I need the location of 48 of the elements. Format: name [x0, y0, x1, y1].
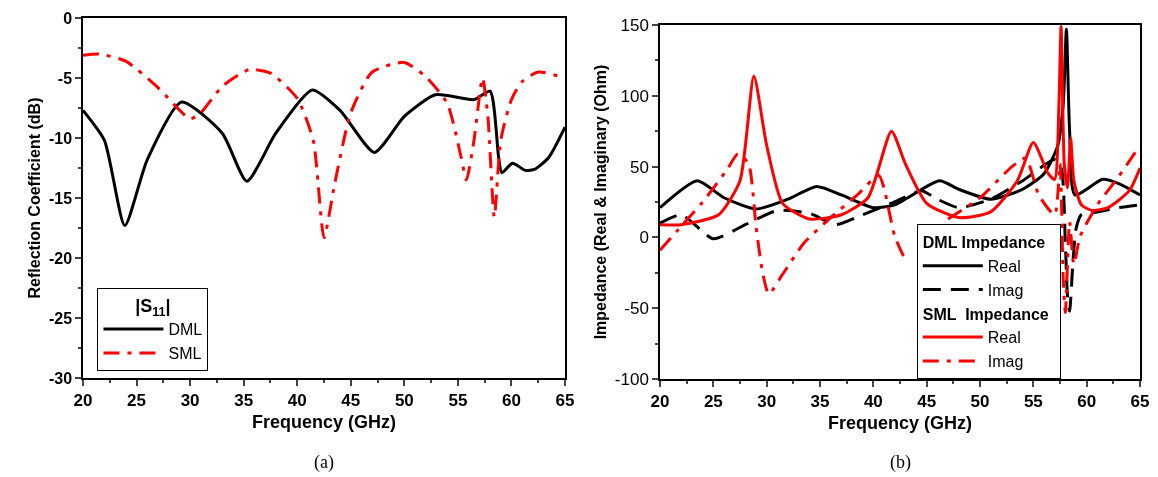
y-tick-label: -100 — [614, 369, 649, 389]
y-tick-label: -10 — [48, 129, 73, 147]
y-tick-label: 150 — [620, 15, 649, 35]
legend-label: Real — [987, 329, 1021, 347]
x-tick-label: 55 — [448, 391, 468, 411]
x-tick-label: 45 — [341, 391, 361, 411]
x-tick-label: 40 — [863, 392, 883, 412]
x-tick-label: 35 — [234, 391, 254, 411]
y-axis-title: Reflection Coefficient (dB) — [26, 97, 44, 299]
x-tick-label: 25 — [127, 391, 147, 411]
y-tick-label: 100 — [620, 86, 649, 106]
x-tick-label: 30 — [180, 391, 200, 411]
x-tick-label: 60 — [501, 391, 521, 411]
y-tick-label: 0 — [639, 228, 649, 248]
x-tick-label: 25 — [703, 392, 723, 412]
text: (b) — [890, 452, 911, 473]
x-tick-label: 20 — [650, 392, 670, 412]
legend-label: Imag — [987, 353, 1024, 371]
legend-label: Imag — [987, 281, 1024, 299]
text: (a) — [314, 452, 334, 473]
x-tick-label: 60 — [1077, 392, 1097, 412]
x-tick-label: 35 — [810, 392, 830, 412]
x-tick-label: 30 — [757, 392, 777, 412]
legend-title: |S$_{11}$| — [135, 296, 171, 319]
y-tick-label: 0 — [63, 9, 73, 27]
y-tick-label: -30 — [48, 369, 73, 387]
y-axis-title: Impedance (Real & Imaginary (Ohm) — [592, 64, 610, 340]
x-tick-label: 50 — [970, 392, 990, 412]
x-tick-label: 65 — [555, 391, 575, 411]
y-tick-label: -25 — [48, 309, 73, 327]
x-axis-title: Frequency (GHz) — [827, 412, 973, 433]
x-tick-label: 65 — [1130, 392, 1150, 412]
legend-label: SML — [168, 345, 202, 363]
y-tick-label: -5 — [57, 69, 73, 87]
legend-label: DML — [168, 321, 203, 339]
y-tick-label: -50 — [624, 299, 649, 319]
x-tick-label: 20 — [73, 391, 93, 411]
y-tick-label: 50 — [629, 157, 649, 177]
legend-label: Real — [987, 257, 1021, 275]
x-axis-title: Frequency (GHz) — [251, 411, 397, 432]
x-tick-label: 55 — [1023, 392, 1043, 412]
x-tick-label: 40 — [287, 391, 307, 411]
y-tick-label: -20 — [48, 249, 73, 267]
annotation: SML Impedance — [922, 305, 1049, 323]
x-tick-label: 50 — [394, 391, 414, 411]
annotation: DML Impedance — [922, 234, 1046, 252]
y-tick-label: -15 — [48, 189, 73, 207]
x-tick-label: 45 — [917, 392, 937, 412]
